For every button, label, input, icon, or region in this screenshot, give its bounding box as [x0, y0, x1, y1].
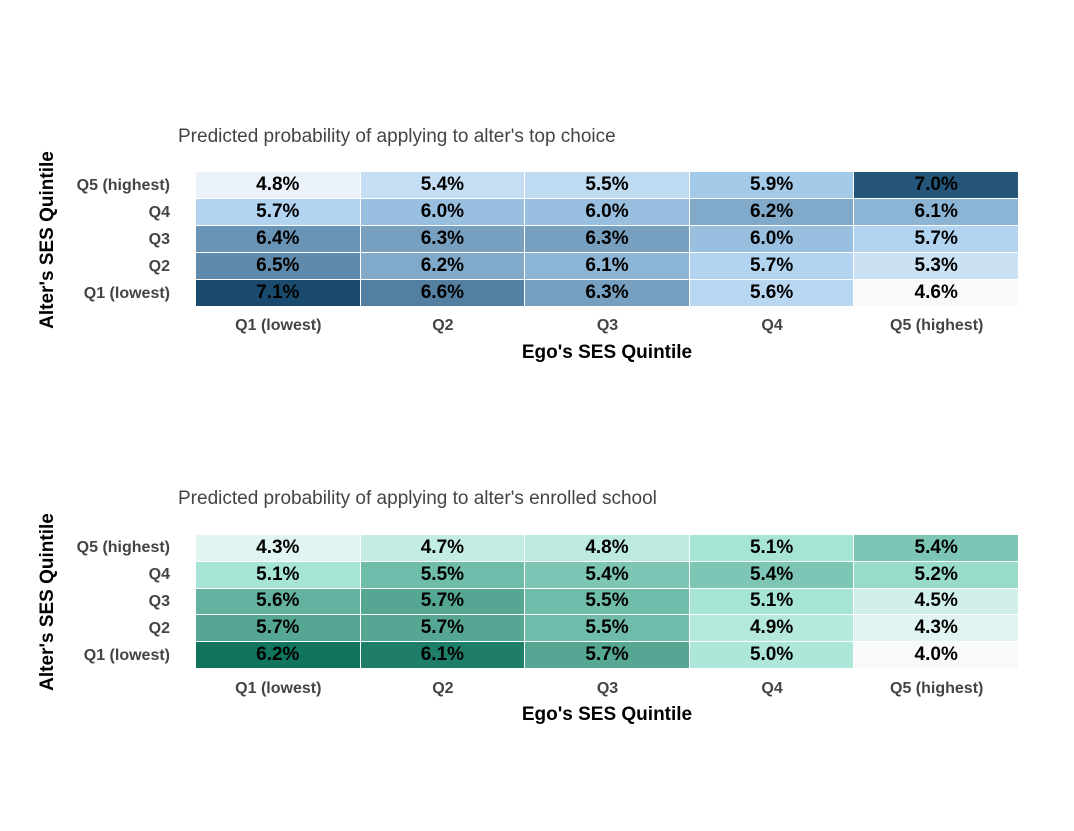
x-tick-label: Q2 — [432, 680, 454, 697]
heatmap-cell: 4.8% — [196, 172, 360, 198]
y-tick-label: Q2 — [148, 619, 170, 637]
y-tick-label: Q4 — [148, 566, 170, 584]
heatmap-cell: 5.4% — [854, 535, 1018, 561]
heatmap-cell: 5.2% — [854, 561, 1018, 588]
heatmap-cell: 5.0% — [689, 642, 854, 668]
y-tick-label: Q1 (lowest) — [83, 284, 170, 302]
x-tick-label: Q4 — [761, 680, 783, 697]
heatmap-cell: 4.3% — [854, 615, 1018, 642]
x-axis-title: Ego's SES Quintile — [521, 704, 693, 725]
heatmap-cell: 4.9% — [689, 615, 854, 642]
heatmap-cell: 6.3% — [525, 226, 689, 252]
heatmap-cell: 4.8% — [525, 535, 689, 561]
x-tick-label: Q1 (lowest) — [235, 317, 322, 334]
heatmap-panel-top-choice: Predicted probability of applying to alt… — [0, 0, 1074, 363]
heatmap-cell: 6.5% — [196, 253, 360, 279]
heatmap-cell: 4.6% — [854, 280, 1018, 306]
x-tick-label: Q3 — [596, 317, 619, 334]
heatmap-cell: 5.5% — [525, 172, 689, 198]
x-tick-label: Q2 — [432, 317, 454, 334]
heatmap-cell: 5.9% — [689, 172, 854, 198]
y-tick-label: Q2 — [148, 257, 170, 275]
heatmap-cell: 7.0% — [854, 172, 1018, 198]
y-axis-title: Alter's SES Quintile — [37, 513, 58, 691]
heatmap-cell: 6.1% — [360, 642, 525, 668]
heatmap-cell: 5.4% — [689, 561, 854, 588]
heatmap-cell: 5.5% — [525, 588, 689, 615]
heatmap-cell: 4.3% — [196, 535, 360, 561]
heatmap-cell: 5.3% — [854, 253, 1018, 279]
heatmap-cell: 6.3% — [360, 226, 525, 252]
heatmap-cell: 5.1% — [689, 535, 854, 561]
heatmap-cell: 5.1% — [196, 561, 360, 588]
heatmap-cell: 5.6% — [689, 280, 854, 306]
heatmap-cell: 5.4% — [525, 561, 689, 588]
heatmap-cell: 6.3% — [525, 280, 689, 306]
heatmap-cell: 5.7% — [196, 615, 360, 642]
heatmap-grid: 4.8% 5.4% 5.5% 5.9% 7.0% 5.7% 6.0% 6.0% 6.2% 6.1%… — [196, 172, 1019, 307]
heatmap-cell: 4.7% — [360, 535, 525, 561]
y-tick-label: Q3 — [148, 593, 170, 610]
y-tick-label: Q5 (highest) — [76, 176, 170, 194]
heatmap-cell: 5.7% — [525, 642, 689, 668]
heatmap-cell: 5.5% — [525, 615, 689, 642]
x-tick-label: Q5 (highest) — [890, 317, 984, 334]
heatmap-cell: 6.4% — [196, 226, 360, 252]
chart-title: Predicted probability of applying to alt… — [178, 126, 616, 147]
heatmap-cell: 4.0% — [854, 642, 1018, 668]
heatmap-cell: 5.7% — [689, 253, 854, 279]
heatmap-cell: 4.5% — [854, 588, 1018, 615]
y-tick-label: Q5 (highest) — [76, 539, 170, 557]
heatmap-cell: 6.2% — [360, 253, 525, 279]
heatmap-cell: 5.7% — [360, 615, 525, 642]
y-tick-label: Q4 — [148, 203, 170, 221]
x-tick-label: Q4 — [761, 317, 783, 334]
x-axis-title: Ego's SES Quintile — [521, 342, 693, 363]
heatmap-cell: 5.7% — [854, 226, 1018, 252]
heatmap-cell: 5.5% — [360, 561, 525, 588]
heatmap-cell: 6.2% — [196, 642, 360, 668]
y-tick-label: Q3 — [148, 230, 170, 248]
heatmap-cell: 6.0% — [360, 199, 525, 225]
heatmap-cell: 6.2% — [689, 199, 854, 225]
y-tick-label: Q1 (lowest) — [83, 646, 170, 664]
heatmap-cell: 6.1% — [854, 199, 1018, 225]
heatmap-cell: 6.6% — [360, 280, 525, 306]
x-tick-label: Q3 — [596, 680, 619, 697]
heatmap-cell: 5.7% — [360, 588, 525, 615]
x-tick-label: Q5 (highest) — [890, 680, 984, 697]
heatmap-grid: 4.3% 4.7% 4.8% 5.1% 5.4% 5.1% 5.5% 5.4% 5.4% 5.2%… — [196, 535, 1019, 669]
heatmap-cell: 5.4% — [360, 172, 525, 198]
heatmap-cell: 5.7% — [196, 199, 360, 225]
heatmap-cell: 6.0% — [525, 199, 689, 225]
heatmap-cell: 7.1% — [196, 280, 360, 306]
heatmap-cell: 5.6% — [196, 588, 360, 615]
heatmap-cell: 6.0% — [689, 226, 854, 252]
x-tick-label: Q1 (lowest) — [235, 680, 322, 697]
chart-title: Predicted probability of applying to alt… — [178, 488, 657, 509]
heatmap-cell: 5.1% — [689, 588, 854, 615]
heatmap-cell: 6.1% — [525, 253, 689, 279]
heatmap-panel-enrolled-school: Predicted probability of applying to alt… — [0, 0, 1074, 725]
